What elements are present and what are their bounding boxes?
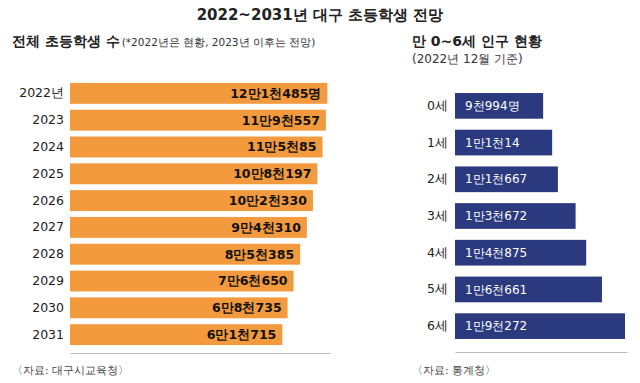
chart-1: 만 0~6세 인구 현황 (2022년 12월 기준) 0세 1세 2세 3세 4세 5세 6세… [412, 33, 628, 377]
x-axis [456, 352, 628, 353]
data-label: 1만4천875 [465, 246, 527, 260]
data-label: 1만1천14 [465, 136, 520, 150]
y-tick-label: 2026 [32, 193, 64, 208]
y-tick: 2031 [32, 327, 64, 342]
y-tick: 1세 [427, 135, 448, 150]
data-labels: 12만1천485명 11만9천557 11만5천85 10만8천197 10만2천330… [207, 86, 322, 342]
y-tick: 2027 [32, 219, 64, 234]
bars [455, 93, 625, 339]
y-tick: 2028 [32, 246, 64, 261]
data-label: 11만5천85 [247, 139, 317, 154]
bar [70, 190, 313, 211]
bar [70, 83, 327, 104]
data-label: 6만1천715 [207, 327, 277, 342]
data-label: 1만3천672 [465, 209, 527, 223]
y-axis: 2022년 2023 2024 2025 2026 2027 2028 2029 2030 203… [19, 85, 64, 341]
y-tick: 2026 [32, 193, 64, 208]
y-tick-label: 2023 [32, 112, 64, 127]
y-tick-label: 2030 [32, 300, 64, 315]
y-tick-label: 6세 [427, 318, 448, 333]
data-label: 10만2천330 [229, 193, 307, 208]
x-axis-line [71, 353, 331, 354]
chart-title: 전체 초등학생 수 [12, 33, 120, 49]
y-tick-label: 1세 [427, 135, 448, 150]
y-tick-label: 2031 [32, 327, 64, 342]
bar [455, 166, 558, 192]
data-labels: 9천994명 1만1천14 1만1천667 1만3천672 1만4천875 1만6천661… [465, 99, 527, 333]
y-tick: 0세 [427, 98, 448, 113]
y-axis: 0세 1세 2세 3세 4세 5세 6세 [427, 98, 448, 333]
y-tick-label: 2세 [427, 171, 448, 186]
y-tick-label: 0세 [427, 98, 448, 113]
bar [70, 217, 307, 238]
y-tick-label: 2029 [32, 273, 64, 288]
y-tick-label: 2028 [32, 246, 64, 261]
chart-0: 전체 초등학생 수(*2022년은 현황, 2023년 이후는 전망) 2022년… [12, 33, 331, 377]
bar [455, 203, 576, 229]
y-tick-label: 3세 [427, 208, 448, 223]
chart-title: 만 0~6세 인구 현황 [412, 33, 542, 49]
data-label: 12만1천485명 [230, 86, 321, 101]
data-label: 1만9천272 [465, 319, 527, 333]
y-tick-label: 2022년 [19, 85, 64, 100]
y-tick-label: 5세 [427, 281, 448, 296]
y-tick: 3세 [427, 208, 448, 223]
chart-subtitle: (2022년 12월 기준) [412, 52, 523, 66]
data-label: 1만6천661 [465, 283, 527, 297]
chart-root: 2022~2031년 대구 초등학생 전망전체 초등학생 수(*2022년은 현… [0, 0, 640, 383]
data-label: 9천994명 [465, 99, 520, 113]
bar [70, 271, 294, 292]
y-tick: 4세 [427, 245, 448, 260]
y-tick-label: 4세 [427, 245, 448, 260]
data-label: 7만6천650 [218, 273, 288, 288]
bars [70, 83, 327, 345]
y-tick: 2024 [32, 139, 64, 154]
data-label: 10만8천197 [233, 166, 311, 181]
data-label: 8만5천385 [225, 247, 295, 262]
x-axis [71, 353, 331, 354]
y-tick: 2023 [32, 112, 64, 127]
y-tick-label: 2024 [32, 139, 64, 154]
bar [70, 110, 326, 131]
bar [455, 130, 552, 156]
y-tick: 6세 [427, 318, 448, 333]
bar [455, 277, 602, 303]
data-label: 1만1천667 [465, 172, 527, 186]
bar [70, 163, 317, 184]
bar [455, 313, 625, 339]
data-label: 11만9천557 [242, 113, 320, 128]
y-tick: 2022년 [19, 85, 64, 100]
y-tick: 5세 [427, 281, 448, 296]
y-tick: 2025 [32, 166, 64, 181]
y-tick-label: 2027 [32, 219, 64, 234]
main-title: 2022~2031년 대구 초등학생 전망 [197, 6, 444, 24]
bar [70, 137, 323, 158]
y-tick-label: 2025 [32, 166, 64, 181]
x-axis-line [456, 352, 628, 353]
bar [455, 93, 543, 119]
source: 〈자료: 대구시교육청〉 [12, 364, 129, 377]
y-tick: 2030 [32, 300, 64, 315]
y-tick: 2세 [427, 171, 448, 186]
data-label: 9만4천310 [231, 220, 301, 235]
bar [70, 297, 288, 318]
source: 〈자료: 통계청〉 [412, 364, 496, 377]
bar [70, 324, 282, 345]
y-tick: 2029 [32, 273, 64, 288]
data-label: 6만8천735 [212, 300, 282, 315]
bar [70, 244, 300, 265]
bar [455, 240, 586, 266]
chart-subtitle: (*2022년은 현황, 2023년 이후는 전망) [122, 36, 316, 48]
